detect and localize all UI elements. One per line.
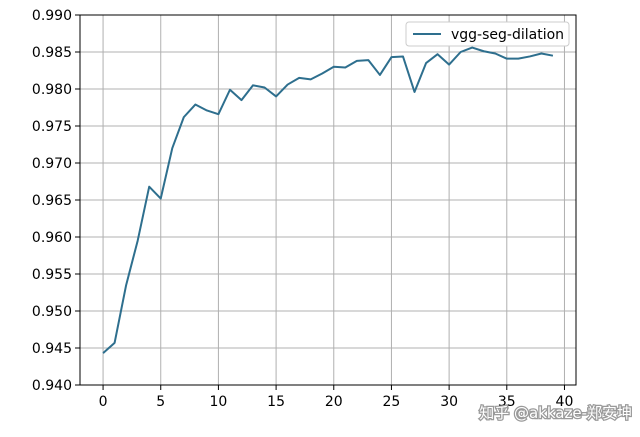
watermark-text: 知乎 @akkaze-郑安坤	[479, 404, 632, 422]
x-tick-label: 30	[440, 394, 458, 410]
y-tick-label: 0.945	[32, 341, 72, 357]
y-axis: 0.940 0.945 0.950 0.955 0.960 0.965 0.970 0.975…	[32, 8, 80, 394]
x-tick-label: 0	[99, 394, 108, 410]
legend-box	[405, 21, 570, 47]
x-tick-label: 40	[556, 394, 574, 410]
y-tick-label: 0.955	[32, 267, 72, 283]
x-tick-label: 25	[383, 394, 401, 410]
x-tick-label: 35	[498, 394, 516, 410]
y-tick-label: 0.985	[32, 45, 72, 61]
y-tick-label: 0.950	[32, 304, 72, 320]
y-tick-label: 0.980	[32, 82, 72, 98]
y-tick-label: 0.940	[32, 378, 72, 394]
x-axis: 0 5 10 15 20 25 30 35 40	[99, 385, 574, 410]
legend: vgg-seg-dilation	[405, 21, 570, 47]
grid-lines	[80, 14, 576, 386]
y-tick-label: 0.970	[32, 156, 72, 172]
x-tick-label: 10	[210, 394, 228, 410]
watermark: 知乎 @akkaze-郑安坤	[478, 403, 633, 424]
y-tick-label: 0.965	[32, 193, 72, 209]
y-tick-label: 0.960	[32, 230, 72, 246]
x-tick-label: 15	[267, 394, 285, 410]
series-layer	[102, 46, 554, 354]
legend-label: vgg-seg-dilation	[451, 27, 564, 43]
y-tick-label: 0.990	[32, 8, 72, 24]
x-tick-label: 20	[325, 394, 343, 410]
y-tick-label: 0.975	[32, 119, 72, 135]
x-tick-label: 5	[156, 394, 165, 410]
series-line	[102, 46, 554, 354]
